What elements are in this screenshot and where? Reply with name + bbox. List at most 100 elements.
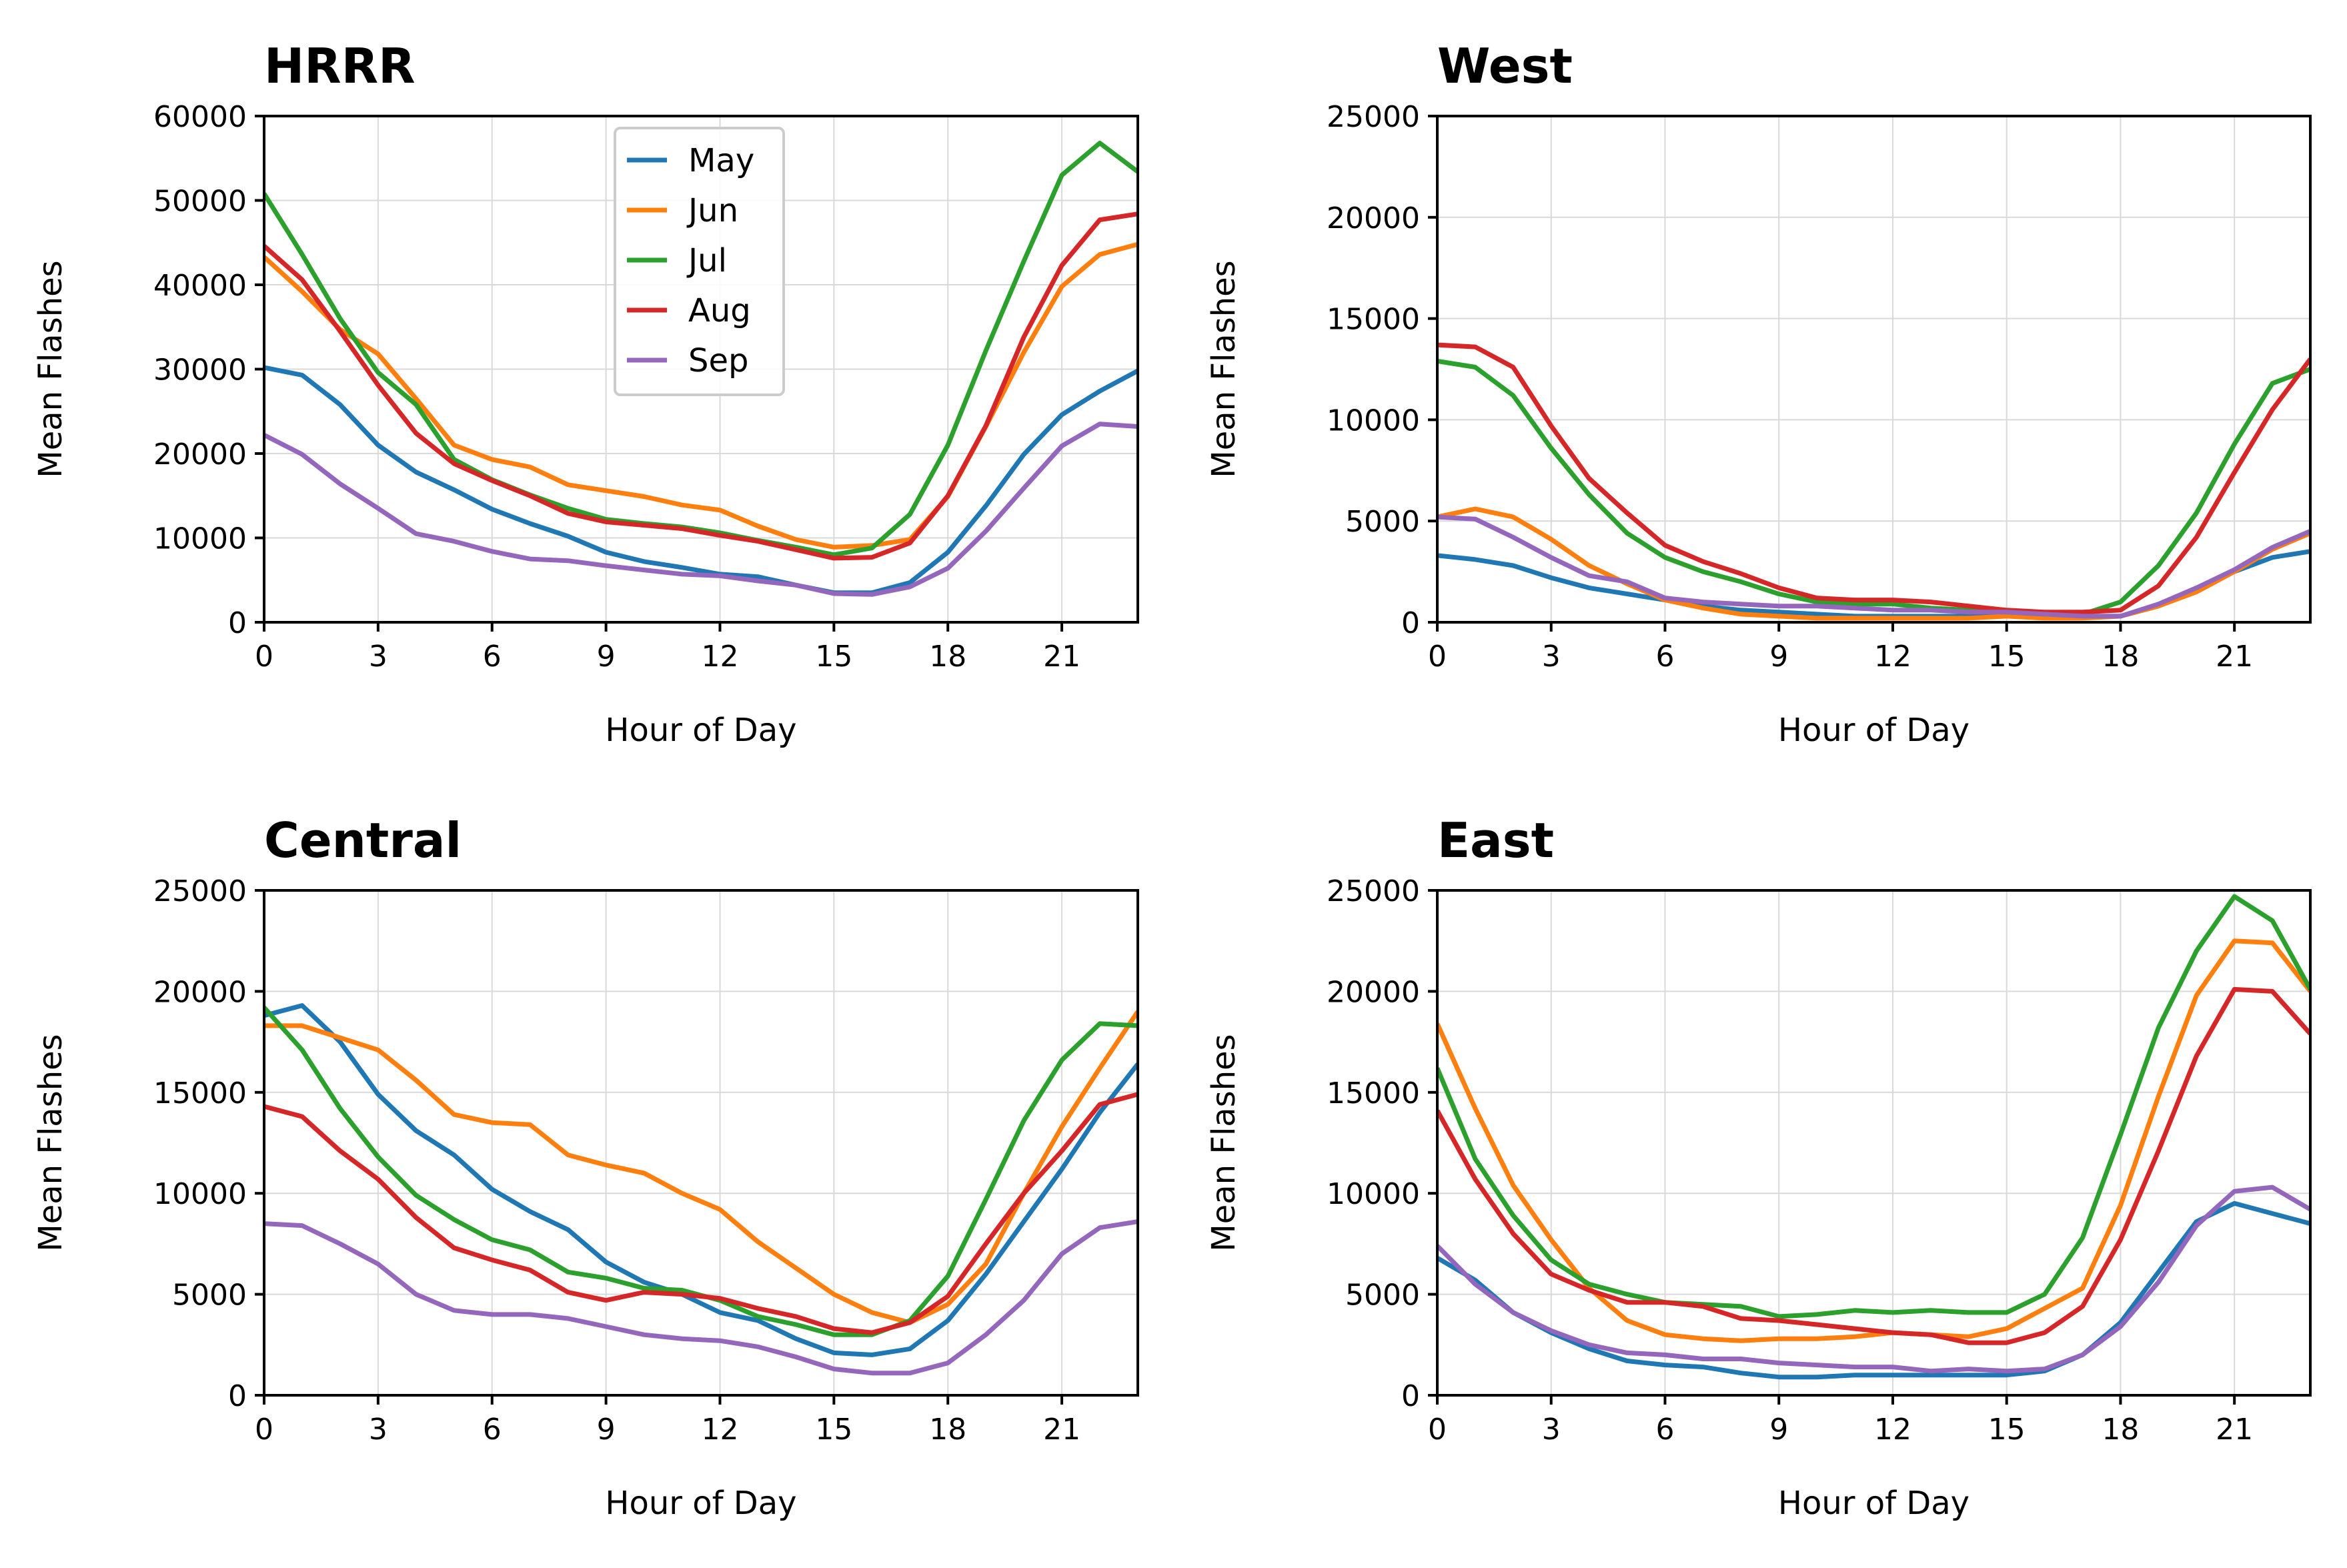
x-tick-label: 12 — [1874, 1413, 1911, 1447]
series-line-aug — [1437, 986, 2310, 1345]
x-axis-label: Hour of Day — [1778, 712, 1970, 749]
x-tick-label: 21 — [2216, 1413, 2253, 1447]
x-tick-label: 3 — [369, 1413, 387, 1447]
panel-title: East — [1437, 812, 1554, 868]
x-tick-label: 6 — [483, 1413, 502, 1447]
y-tick-label: 40000 — [153, 269, 247, 303]
panel-central: 0 3 6 9 12 15 18 21 0 5000 10000 15000 20000 25000 Cen… — [32, 812, 1139, 1522]
x-axis-label: Hour of Day — [605, 1485, 796, 1522]
y-tick-label: 5000 — [1345, 1279, 1420, 1313]
series-group — [264, 141, 1138, 597]
x-tick-label: 0 — [1428, 640, 1447, 674]
y-tick-label: 20000 — [153, 975, 247, 1009]
y-axis-label: Mean Flashes — [32, 260, 69, 478]
x-tick-label: 18 — [929, 640, 966, 674]
x-tick-label: 9 — [1769, 1413, 1788, 1447]
panel-title: HRRR — [264, 38, 416, 94]
legend-label-jul: Jul — [686, 242, 727, 279]
x-tick-label: 12 — [701, 640, 738, 674]
x-tick-label: 0 — [255, 640, 273, 674]
y-tick-label: 60000 — [153, 100, 247, 134]
x-tick-label: 15 — [815, 640, 852, 674]
series-line-may — [264, 365, 1138, 596]
series-line-aug — [264, 1092, 1138, 1335]
x-tick-label: 21 — [1043, 1413, 1080, 1447]
series-line-may — [1437, 1201, 2310, 1380]
x-tick-label: 9 — [597, 640, 616, 674]
x-tick-label: 18 — [929, 1413, 966, 1447]
x-tick-label: 21 — [1043, 640, 1080, 674]
y-tick-label: 20000 — [1327, 975, 1420, 1009]
panel-title: Central — [264, 812, 462, 868]
x-tick-label: 18 — [2102, 1413, 2139, 1447]
legend: May Jun Jul Aug Sep — [614, 127, 785, 396]
series-line-sep — [1437, 514, 2310, 619]
series-line-jul — [1437, 358, 2310, 617]
plot-frame — [1436, 115, 2312, 624]
x-tick-label: 15 — [1988, 640, 2026, 674]
y-tick-label: 50000 — [153, 185, 247, 219]
y-tick-label: 5000 — [172, 1279, 247, 1313]
legend-label-may: May — [688, 142, 754, 179]
x-tick-label: 21 — [2216, 640, 2253, 674]
y-tick-label: 15000 — [153, 1076, 247, 1110]
series-group — [1437, 894, 2310, 1380]
series-line-aug — [264, 211, 1138, 561]
y-tick-label: 25000 — [153, 874, 247, 908]
x-tick-label: 6 — [483, 640, 502, 674]
series-group — [1437, 342, 2310, 621]
x-tick-label: 15 — [1988, 1413, 2026, 1447]
y-tick-label: 20000 — [153, 438, 247, 472]
legend-label-aug: Aug — [688, 292, 751, 329]
series-line-sep — [264, 1219, 1138, 1376]
x-tick-label: 0 — [255, 1413, 273, 1447]
x-tick-label: 3 — [1542, 1413, 1561, 1447]
y-axis-label: Mean Flashes — [1205, 1034, 1243, 1251]
series-line-sep — [264, 422, 1138, 597]
series-line-jul — [264, 1006, 1138, 1337]
plot-frame — [263, 889, 1139, 1397]
x-tick-label: 9 — [597, 1413, 616, 1447]
y-tick-label: 15000 — [1327, 303, 1420, 337]
legend-label-jun: Jun — [686, 192, 738, 229]
y-axis-label: Mean Flashes — [32, 1034, 69, 1251]
series-line-jul — [1437, 894, 2310, 1319]
y-tick-label: 25000 — [1327, 100, 1420, 134]
y-tick-label: 25000 — [1327, 874, 1420, 908]
x-tick-label: 9 — [1769, 640, 1788, 674]
x-tick-label: 12 — [701, 1413, 738, 1447]
panel-title: West — [1437, 38, 1573, 94]
series-group — [264, 1003, 1138, 1376]
y-tick-label: 0 — [228, 606, 247, 640]
x-tick-label: 6 — [1655, 1413, 1674, 1447]
legend-frame — [614, 127, 785, 396]
panel-west: 0 3 6 9 12 15 18 21 0 5000 10000 15000 20000 25000 Wes… — [1205, 38, 2312, 749]
series-line-jun — [264, 1010, 1138, 1325]
x-tick-label: 0 — [1428, 1413, 1447, 1447]
y-tick-label: 30000 — [153, 353, 247, 387]
series-line-aug — [1437, 342, 2310, 615]
legend-label-sep: Sep — [688, 342, 748, 379]
panel-hrrr: 0 3 6 9 12 15 18 21 0 10000 20000 30000 40000 50000 60… — [32, 38, 1139, 749]
y-tick-label: 10000 — [1327, 404, 1420, 438]
y-axis-label: Mean Flashes — [1205, 260, 1243, 478]
plot-frame — [1436, 889, 2312, 1397]
y-tick-label: 20000 — [1327, 201, 1420, 235]
y-tick-label: 15000 — [1327, 1076, 1420, 1110]
x-tick-label: 18 — [2102, 640, 2139, 674]
x-tick-label: 15 — [815, 1413, 852, 1447]
series-line-may — [264, 1003, 1138, 1357]
y-tick-label: 10000 — [1327, 1177, 1420, 1211]
x-tick-label: 12 — [1874, 640, 1911, 674]
x-axis-label: Hour of Day — [605, 712, 796, 749]
x-axis-label: Hour of Day — [1778, 1485, 1970, 1522]
y-tick-label: 10000 — [153, 522, 247, 556]
y-tick-label: 0 — [1401, 1379, 1420, 1413]
y-tick-label: 5000 — [1345, 505, 1420, 539]
x-tick-label: 6 — [1655, 640, 1674, 674]
panel-east: 0 3 6 9 12 15 18 21 0 5000 10000 15000 20000 25000 Eas… — [1205, 812, 2312, 1522]
x-tick-label: 3 — [369, 640, 387, 674]
x-tick-label: 3 — [1542, 640, 1561, 674]
y-tick-label: 0 — [228, 1379, 247, 1413]
